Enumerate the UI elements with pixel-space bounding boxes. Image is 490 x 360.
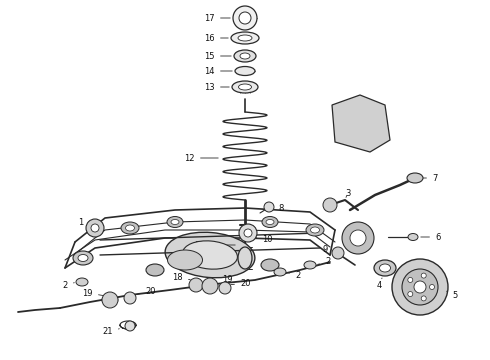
Text: 6: 6 <box>421 233 441 242</box>
Circle shape <box>421 273 426 278</box>
Ellipse shape <box>407 173 423 183</box>
Text: 18: 18 <box>172 274 190 283</box>
Ellipse shape <box>146 264 164 276</box>
Ellipse shape <box>306 224 324 236</box>
Circle shape <box>239 224 257 242</box>
Circle shape <box>408 292 413 297</box>
Text: 19: 19 <box>82 288 103 297</box>
Polygon shape <box>332 95 390 152</box>
Ellipse shape <box>266 220 274 225</box>
Circle shape <box>125 321 135 331</box>
Circle shape <box>421 296 426 301</box>
Circle shape <box>91 224 99 232</box>
Text: 2: 2 <box>288 270 300 279</box>
Text: 20: 20 <box>136 288 155 297</box>
Ellipse shape <box>76 278 88 286</box>
Circle shape <box>264 202 274 212</box>
Ellipse shape <box>168 250 202 270</box>
Text: 5: 5 <box>446 291 457 300</box>
Ellipse shape <box>78 255 88 261</box>
Circle shape <box>102 292 118 308</box>
Ellipse shape <box>165 232 255 278</box>
Ellipse shape <box>262 216 278 228</box>
Ellipse shape <box>274 268 286 276</box>
Circle shape <box>244 229 252 237</box>
Text: 3: 3 <box>345 189 350 198</box>
Circle shape <box>239 12 251 24</box>
Text: 2: 2 <box>318 257 330 266</box>
Text: 4: 4 <box>377 278 382 291</box>
Ellipse shape <box>235 67 255 76</box>
Ellipse shape <box>379 264 391 272</box>
Text: 10: 10 <box>255 235 272 244</box>
Ellipse shape <box>311 227 319 233</box>
Circle shape <box>124 292 136 304</box>
Ellipse shape <box>171 220 179 225</box>
Circle shape <box>332 247 344 259</box>
Ellipse shape <box>238 35 252 41</box>
Ellipse shape <box>408 234 418 240</box>
Ellipse shape <box>125 225 134 231</box>
Text: 21: 21 <box>102 328 120 337</box>
Ellipse shape <box>374 260 396 276</box>
Text: 19: 19 <box>215 275 232 284</box>
Circle shape <box>430 284 435 289</box>
Circle shape <box>402 269 438 305</box>
Text: 11: 11 <box>195 240 235 249</box>
Circle shape <box>350 230 366 246</box>
Ellipse shape <box>121 222 139 234</box>
Ellipse shape <box>232 81 258 93</box>
Ellipse shape <box>261 259 279 271</box>
Circle shape <box>392 259 448 315</box>
Circle shape <box>342 222 374 254</box>
Ellipse shape <box>238 247 252 269</box>
Text: 20: 20 <box>231 279 250 288</box>
Text: 13: 13 <box>204 82 229 91</box>
Text: 7: 7 <box>423 174 438 183</box>
Ellipse shape <box>304 261 316 269</box>
Text: 14: 14 <box>204 67 232 76</box>
Circle shape <box>233 6 257 30</box>
Circle shape <box>189 278 203 292</box>
Text: 1: 1 <box>78 217 90 226</box>
Ellipse shape <box>240 53 250 59</box>
Circle shape <box>202 278 218 294</box>
Text: 15: 15 <box>204 51 231 60</box>
Circle shape <box>86 219 104 237</box>
Circle shape <box>323 198 337 212</box>
Ellipse shape <box>167 216 183 228</box>
Ellipse shape <box>234 50 256 62</box>
Text: 16: 16 <box>204 33 228 42</box>
Ellipse shape <box>239 84 251 90</box>
Circle shape <box>408 278 413 283</box>
Circle shape <box>219 282 231 294</box>
Circle shape <box>414 281 426 293</box>
Text: 12: 12 <box>185 153 218 162</box>
Ellipse shape <box>73 251 93 265</box>
Text: 9: 9 <box>323 246 336 255</box>
Text: 8: 8 <box>272 203 283 212</box>
Ellipse shape <box>231 32 259 44</box>
Text: 17: 17 <box>204 14 230 23</box>
Text: 2: 2 <box>63 280 74 289</box>
Ellipse shape <box>183 241 238 269</box>
